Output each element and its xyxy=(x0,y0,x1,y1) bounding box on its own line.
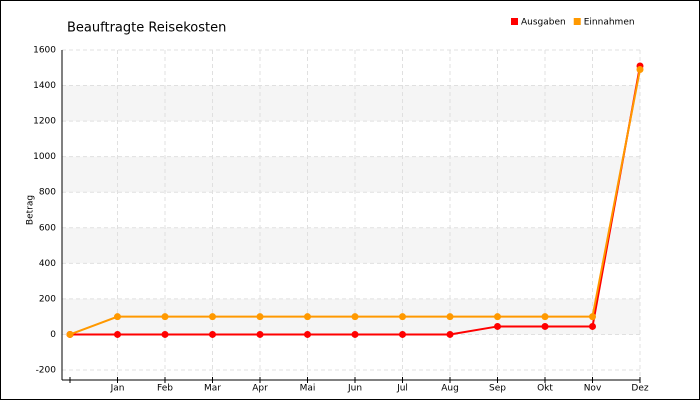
y-tick-label: 600 xyxy=(39,223,56,233)
point xyxy=(161,330,169,338)
point xyxy=(256,330,264,338)
x-tick-label: Dez xyxy=(631,384,648,394)
x-tick-label: Apr xyxy=(252,384,268,394)
y-tick-label: 200 xyxy=(39,294,56,304)
point xyxy=(304,330,311,338)
y-tick-label: 1000 xyxy=(33,152,56,162)
x-tick-label: Nov xyxy=(584,384,602,394)
point xyxy=(446,313,454,321)
point xyxy=(161,313,169,321)
point xyxy=(446,330,454,338)
y-tick-label: 1200 xyxy=(33,117,56,127)
chart-title: Beauftragte Reisekosten xyxy=(67,21,226,36)
x-tick-label: Mar xyxy=(204,384,221,394)
legend-label: Ausgaben xyxy=(521,18,566,28)
point xyxy=(589,313,596,321)
x-tick-label: Jul xyxy=(396,384,408,394)
point xyxy=(209,330,216,338)
point xyxy=(589,322,596,330)
x-tick-label: Mai xyxy=(300,384,316,394)
y-tick-label: 1600 xyxy=(33,46,56,56)
point xyxy=(399,330,406,338)
point xyxy=(114,330,121,338)
point xyxy=(304,313,311,321)
grid-band xyxy=(62,156,640,193)
x-tick-label: Sep xyxy=(489,384,506,394)
x-tick-label: Okt xyxy=(537,384,553,394)
y-tick-label: 800 xyxy=(39,188,56,198)
point xyxy=(351,313,359,321)
point xyxy=(114,313,121,321)
point xyxy=(541,313,549,321)
y-axis-label: Betrag xyxy=(26,195,36,225)
point xyxy=(66,330,74,338)
point xyxy=(256,313,264,321)
point xyxy=(494,313,501,321)
grid-band xyxy=(62,85,640,122)
legend-label: Einnahmen xyxy=(584,18,635,28)
point xyxy=(636,66,644,74)
point xyxy=(209,313,216,321)
legend-swatch xyxy=(511,18,518,25)
point xyxy=(494,322,501,330)
point xyxy=(399,313,406,321)
x-tick-label: Jun xyxy=(347,384,362,394)
x-tick-label: Feb xyxy=(157,384,173,394)
point xyxy=(351,330,359,338)
y-tick-label: -200 xyxy=(36,366,57,376)
y-tick-label: 1400 xyxy=(33,81,56,91)
y-tick-label: 0 xyxy=(50,330,56,340)
x-tick-label: Aug xyxy=(441,384,459,394)
y-tick-label: 400 xyxy=(39,259,56,269)
grid-band xyxy=(62,227,640,264)
x-tick-label: Jan xyxy=(110,384,125,394)
point xyxy=(541,322,549,330)
legend-swatch xyxy=(573,18,581,25)
